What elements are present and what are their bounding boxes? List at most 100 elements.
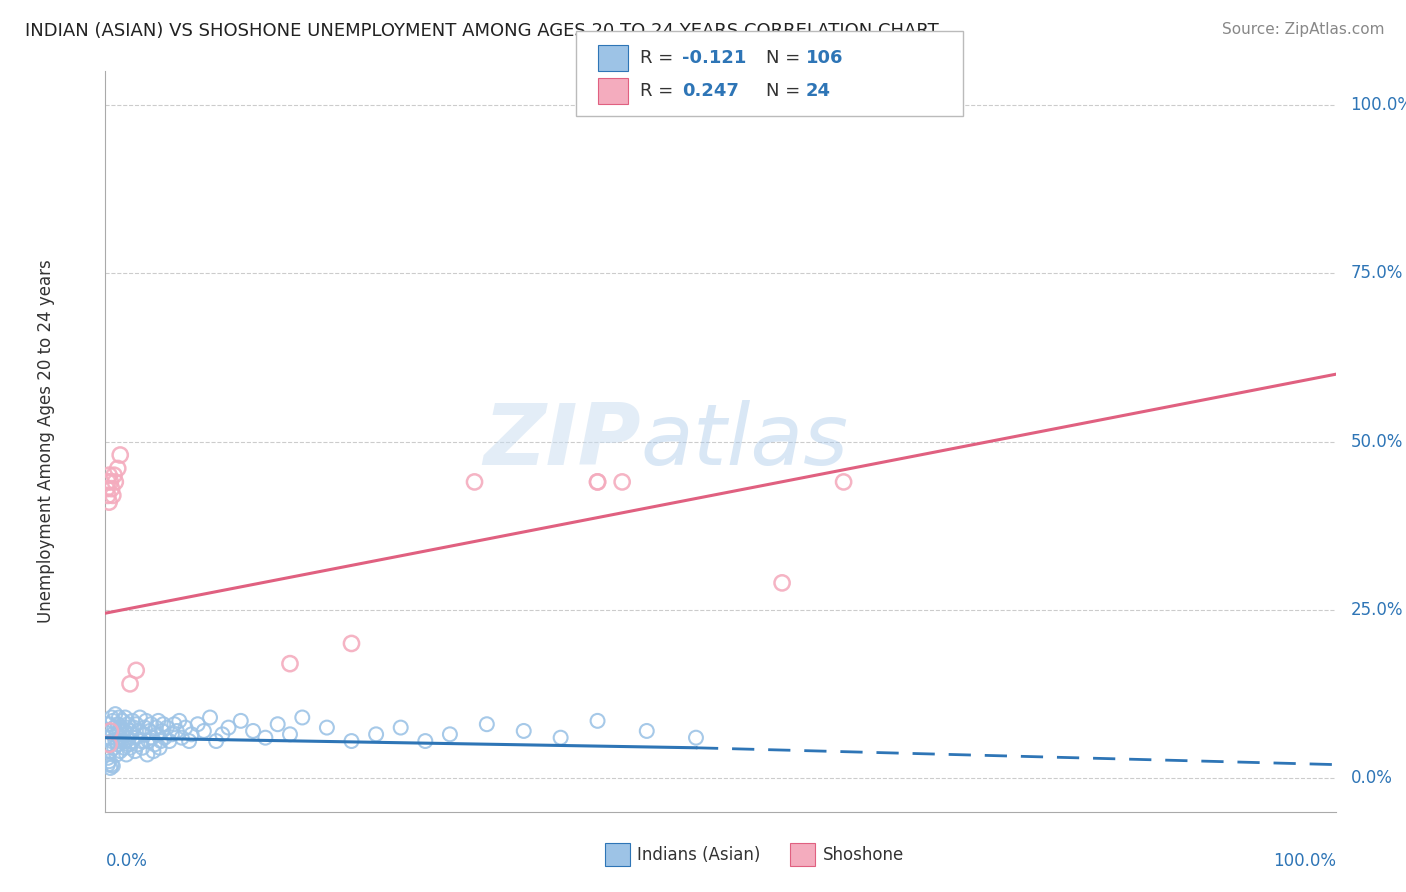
Point	[98, 761, 122, 775]
Point	[118, 738, 141, 752]
Text: N =: N =	[766, 49, 806, 67]
Point	[636, 723, 658, 738]
Point	[97, 751, 120, 765]
Point	[110, 721, 132, 735]
Point	[291, 710, 314, 724]
Point	[146, 727, 169, 741]
Text: 24: 24	[806, 82, 831, 100]
Point	[98, 723, 122, 738]
Point	[152, 717, 174, 731]
Point	[475, 717, 498, 731]
Text: Unemployment Among Ages 20 to 24 years: Unemployment Among Ages 20 to 24 years	[38, 260, 55, 624]
Text: 100.0%: 100.0%	[1350, 96, 1406, 114]
Text: 106: 106	[806, 49, 844, 67]
Point	[267, 717, 290, 731]
Point	[685, 731, 707, 745]
Point	[129, 734, 152, 748]
Point	[105, 727, 128, 741]
Point	[117, 731, 139, 745]
Point	[586, 714, 609, 728]
Point	[125, 717, 148, 731]
Text: 50.0%: 50.0%	[1350, 433, 1403, 450]
Point	[389, 721, 412, 735]
Point	[103, 468, 125, 483]
Point	[254, 731, 277, 745]
Point	[101, 714, 124, 728]
Text: INDIAN (ASIAN) VS SHOSHONE UNEMPLOYMENT AMONG AGES 20 TO 24 YEARS CORRELATION CH: INDIAN (ASIAN) VS SHOSHONE UNEMPLOYMENT …	[25, 22, 939, 40]
Point	[107, 738, 129, 752]
Point	[112, 740, 135, 755]
Point	[100, 710, 122, 724]
Point	[122, 721, 145, 735]
Point	[832, 475, 855, 489]
Point	[120, 740, 141, 755]
Point	[134, 721, 156, 735]
Text: Shoshone: Shoshone	[823, 846, 904, 863]
Point	[135, 714, 157, 728]
Point	[98, 717, 121, 731]
Point	[107, 461, 129, 475]
Point	[340, 734, 363, 748]
Point	[229, 714, 252, 728]
Point	[98, 723, 122, 738]
Point	[139, 717, 162, 731]
Point	[97, 488, 120, 502]
Point	[187, 717, 209, 731]
Point	[278, 727, 301, 741]
Point	[104, 707, 127, 722]
Point	[121, 734, 143, 748]
Point	[153, 731, 176, 745]
Point	[179, 734, 201, 748]
Text: 0.247: 0.247	[682, 82, 738, 100]
Point	[97, 757, 120, 772]
Point	[125, 664, 148, 678]
Point	[104, 734, 127, 748]
Point	[132, 727, 155, 741]
Point	[159, 734, 180, 748]
Point	[439, 727, 461, 741]
Point	[108, 723, 131, 738]
Point	[98, 744, 122, 758]
Point	[101, 727, 124, 741]
Point	[163, 717, 186, 731]
Text: Source: ZipAtlas.com: Source: ZipAtlas.com	[1222, 22, 1385, 37]
Point	[156, 721, 179, 735]
Text: Indians (Asian): Indians (Asian)	[637, 846, 761, 863]
Point	[610, 475, 633, 489]
Point	[115, 721, 138, 735]
Point	[586, 475, 609, 489]
Point	[180, 727, 202, 741]
Point	[141, 731, 163, 745]
Point	[98, 754, 121, 768]
Point	[198, 710, 221, 724]
Point	[96, 482, 118, 496]
Point	[340, 636, 363, 650]
Point	[138, 734, 160, 748]
Point	[136, 747, 159, 762]
Text: ZIP: ZIP	[484, 400, 641, 483]
Text: 25.0%: 25.0%	[1350, 601, 1403, 619]
Point	[121, 714, 143, 728]
Point	[117, 717, 139, 731]
Point	[142, 744, 165, 758]
Point	[101, 759, 124, 773]
Point	[97, 475, 120, 489]
Point	[145, 721, 167, 735]
Text: atlas: atlas	[641, 400, 849, 483]
Point	[128, 723, 150, 738]
Point	[366, 727, 388, 741]
Point	[111, 714, 134, 728]
Point	[211, 727, 233, 741]
Point	[770, 575, 793, 590]
Point	[97, 738, 120, 752]
Point	[107, 717, 129, 731]
Point	[131, 740, 153, 755]
Text: N =: N =	[766, 82, 806, 100]
Point	[110, 731, 132, 745]
Text: 75.0%: 75.0%	[1350, 264, 1403, 282]
Point	[170, 731, 193, 745]
Point	[98, 468, 121, 483]
Point	[120, 727, 142, 741]
Point	[100, 482, 122, 496]
Point	[110, 734, 132, 748]
